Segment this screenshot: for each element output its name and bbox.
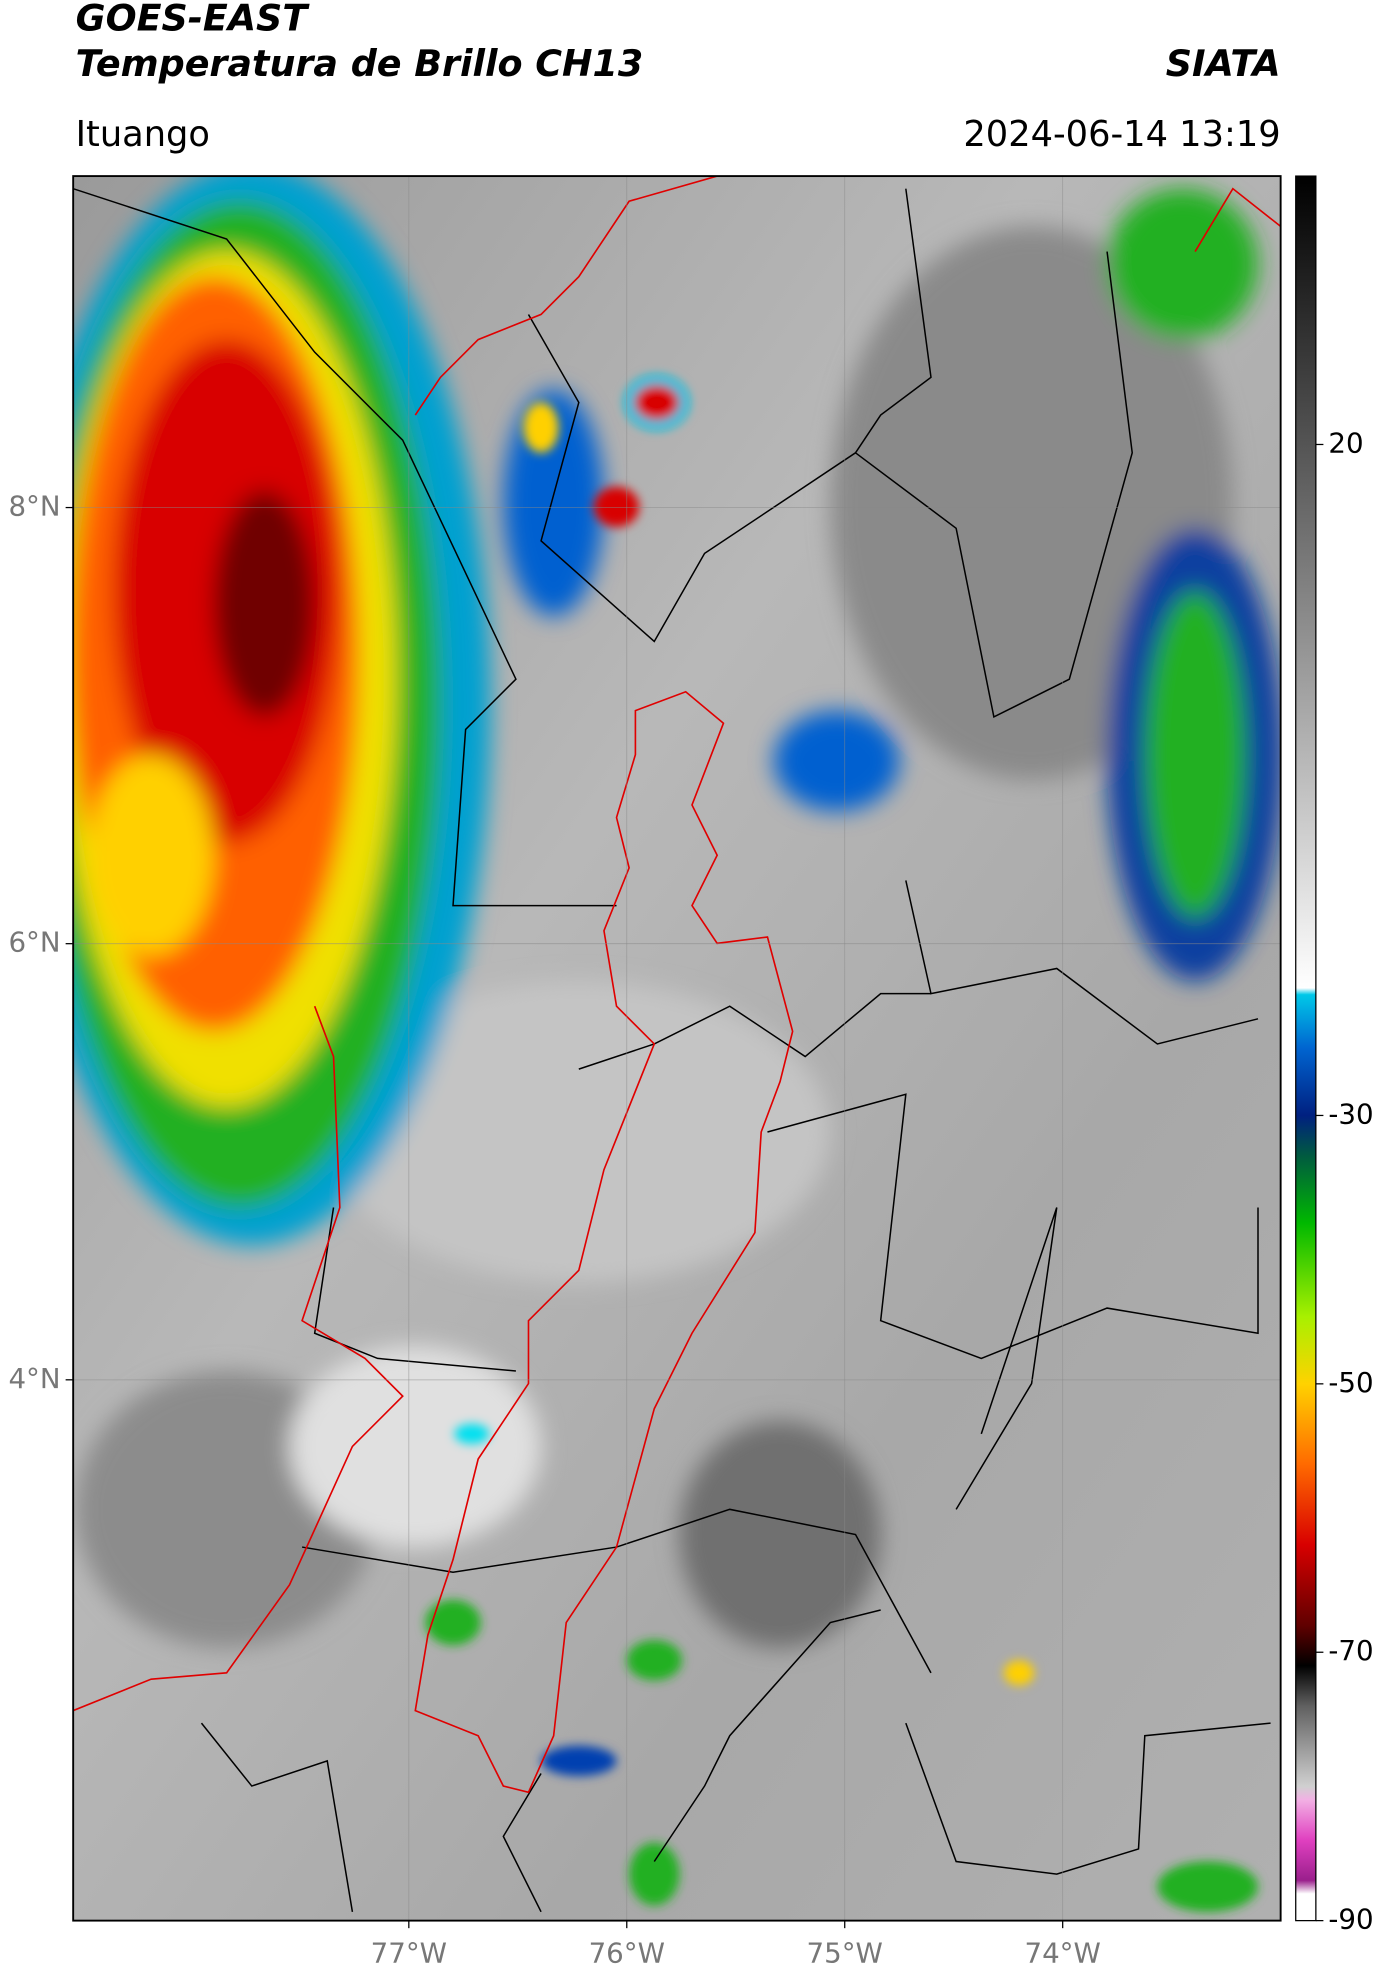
x-tick-label: 74°W	[1024, 1937, 1100, 1970]
x-tick-label: 77°W	[371, 1937, 447, 1970]
colorbar-tick-label: -30	[1328, 1097, 1373, 1130]
timestamp: 2024-06-14 13:19	[963, 114, 1280, 155]
colorbar-tick-label: -90	[1328, 1903, 1373, 1936]
colorbar-tick-label: -70	[1328, 1634, 1373, 1667]
colorbar-tick-label: 20	[1328, 426, 1363, 459]
location: Ituango	[76, 114, 210, 155]
title: GOES-EAST	[76, 0, 311, 40]
agency: SIATA	[1166, 42, 1281, 85]
x-tick-label: 75°W	[807, 1937, 883, 1970]
colorbar	[1295, 175, 1317, 1922]
x-tick-label: 76°W	[589, 1937, 665, 1970]
y-tick-label: 8°N	[8, 490, 60, 523]
subtitle: Temperatura de Brillo CH13	[76, 42, 644, 85]
map-frame	[72, 175, 1282, 1922]
colorbar-tick-label: -50	[1328, 1366, 1373, 1399]
satellite-image	[73, 176, 1281, 1921]
y-tick-label: 6°N	[8, 926, 60, 959]
y-tick-label: 4°N	[8, 1362, 60, 1395]
